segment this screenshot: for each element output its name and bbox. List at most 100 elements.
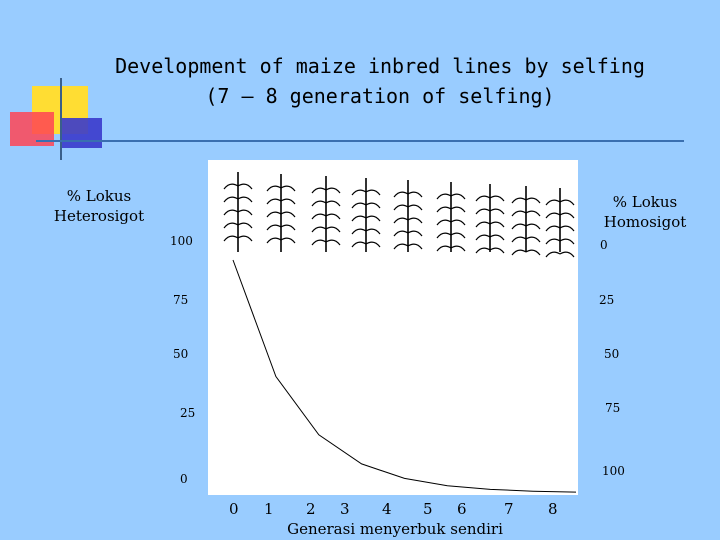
plant-leaf	[407, 243, 423, 250]
maize-plants-illustration	[223, 172, 575, 258]
plant-leaf	[365, 241, 381, 248]
plant-leaf	[475, 221, 491, 228]
x-tick: 3	[340, 500, 350, 518]
plant-leaf	[511, 249, 527, 256]
plant-leaf	[559, 212, 575, 219]
plant-leaf	[266, 211, 282, 218]
plant-leaf	[365, 228, 381, 235]
plant-leaf	[475, 208, 491, 215]
y-left-tick: 25	[180, 406, 196, 420]
plant-leaf	[489, 221, 505, 228]
plant-leaf	[351, 241, 367, 248]
x-tick: 5	[423, 500, 433, 518]
plant-leaf	[365, 189, 381, 196]
plant-leaf	[436, 232, 452, 239]
y-right-axis-label: % Lokus Homosigot	[603, 193, 687, 231]
plant-leaf	[266, 185, 282, 192]
x-axis-label: Generasi menyerbuk sendiri	[287, 520, 503, 538]
y-right-tick: 25	[599, 293, 615, 307]
y-left-tick: 100	[170, 234, 193, 248]
plant-leaf	[325, 200, 341, 207]
x-tick: 7	[504, 500, 514, 518]
plant-leaf	[351, 202, 367, 209]
plant-leaf	[280, 237, 296, 244]
plant-leaf	[436, 206, 452, 213]
plant-leaf	[407, 204, 423, 211]
plant-leaf	[223, 209, 239, 216]
y-right-tick: 0	[600, 238, 608, 252]
plant-leaf	[436, 219, 452, 226]
plant-leaf	[489, 247, 505, 254]
plant-leaf	[559, 251, 575, 258]
plant-leaf	[223, 222, 239, 229]
plant-leaf	[237, 196, 253, 203]
plant-leaf	[545, 199, 561, 206]
plant-leaf	[393, 204, 409, 211]
title-line-2: (7 – 8 generation of selfing)	[205, 84, 555, 108]
plant-leaf	[311, 187, 327, 194]
plant-leaf	[325, 239, 341, 246]
plant-leaf	[525, 210, 541, 217]
plant-leaf	[525, 197, 541, 204]
plant-leaf	[223, 235, 239, 242]
plant-leaf	[351, 228, 367, 235]
plant-leaf	[436, 245, 452, 252]
plant-leaf	[280, 224, 296, 231]
plant-leaf	[266, 198, 282, 205]
plant-leaf	[450, 193, 466, 200]
plot-area	[233, 260, 578, 493]
y-left-tick: 0	[180, 472, 188, 486]
y-right-tick: 75	[605, 401, 621, 415]
plant-leaf	[525, 249, 541, 256]
plant-leaf	[223, 196, 239, 203]
plant-leaf	[525, 236, 541, 243]
plant-leaf	[407, 191, 423, 198]
decor-blue-square	[62, 118, 102, 148]
plant-leaf	[450, 245, 466, 252]
plant-leaf	[351, 215, 367, 222]
plant-leaf	[237, 183, 253, 190]
plant-leaf	[407, 230, 423, 237]
plant-leaf	[475, 234, 491, 241]
plant-leaf	[223, 183, 239, 190]
plant-leaf	[436, 193, 452, 200]
plant-leaf	[311, 239, 327, 246]
plant-leaf	[280, 198, 296, 205]
plant-leaf	[351, 189, 367, 196]
chart-plot	[208, 160, 578, 495]
plant-leaf	[489, 208, 505, 215]
x-tick: 1	[264, 500, 274, 518]
plant-leaf	[450, 219, 466, 226]
plant-leaf	[559, 199, 575, 206]
plant-leaf	[325, 187, 341, 194]
plant-leaf	[311, 213, 327, 220]
plant-leaf	[475, 247, 491, 254]
plant-leaf	[280, 185, 296, 192]
plant-leaf	[450, 232, 466, 239]
plant-leaf	[559, 238, 575, 245]
y-right-tick: 100	[602, 464, 625, 478]
x-tick: 2	[306, 500, 316, 518]
x-tick: 4	[382, 500, 392, 518]
plant-leaf	[237, 222, 253, 229]
plant-leaf	[525, 223, 541, 230]
plant-leaf	[407, 217, 423, 224]
plant-leaf	[311, 200, 327, 207]
y-right-tick: 50	[604, 347, 620, 361]
decor-vertical-line	[60, 78, 62, 160]
plant-leaf	[311, 226, 327, 233]
plant-leaf	[237, 209, 253, 216]
title-line-1: Development of maize inbred lines by sel…	[115, 54, 645, 78]
plant-leaf	[511, 236, 527, 243]
plant-leaf	[266, 224, 282, 231]
plant-leaf	[450, 206, 466, 213]
plant-leaf	[545, 212, 561, 219]
plant-leaf	[365, 215, 381, 222]
y-left-tick: 50	[173, 347, 189, 361]
plant-leaf	[266, 237, 282, 244]
plant-leaf	[475, 195, 491, 202]
heterozygosity-curve	[232, 259, 577, 493]
plant-leaf	[325, 213, 341, 220]
title-divider	[36, 140, 684, 142]
plant-leaf	[393, 243, 409, 250]
